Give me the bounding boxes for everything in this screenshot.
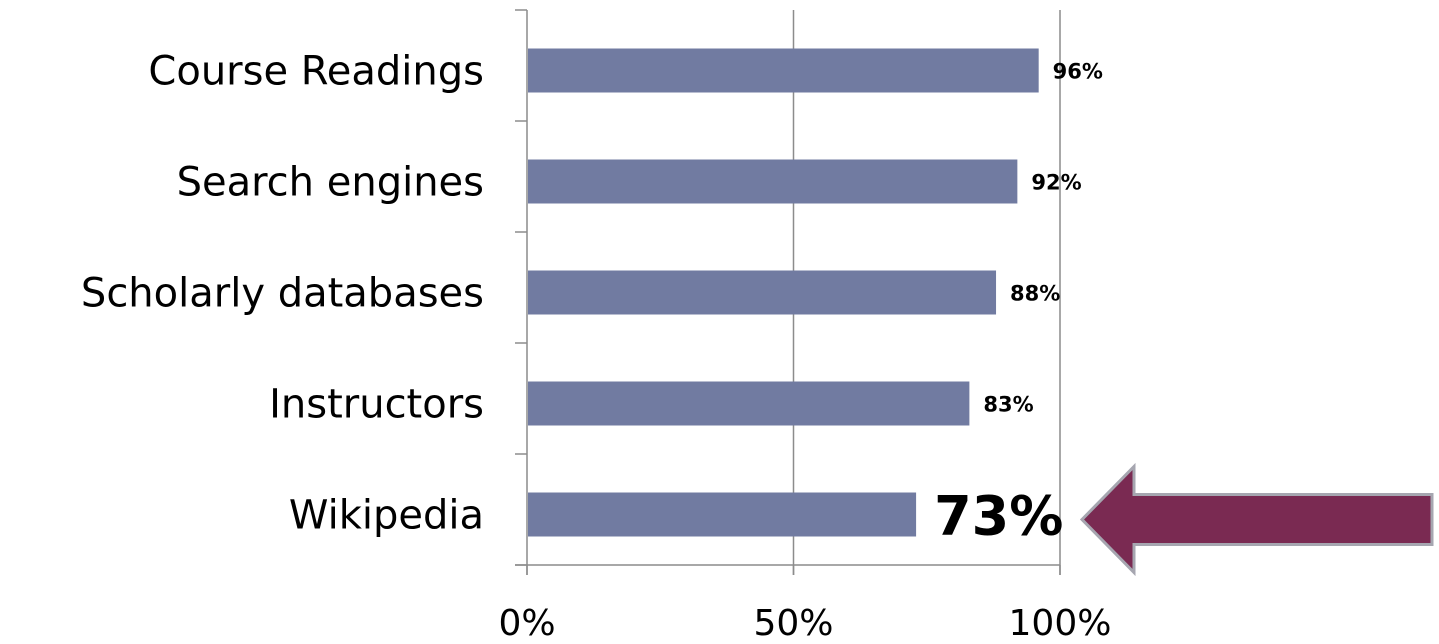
data-label-search-engines: 92% [1031, 171, 1081, 195]
x-tick-label-100: 100% [1009, 603, 1112, 644]
x-tick-label-50: 50% [753, 603, 833, 644]
bar-wikipedia [528, 492, 917, 537]
bar-search-engines [528, 159, 1018, 204]
category-label-scholarly-databases: Scholarly databases [81, 271, 484, 317]
bar-instructors [528, 381, 970, 426]
bar-scholarly-databases [528, 270, 997, 315]
x-tick-label-0: 0% [498, 603, 555, 644]
data-label-wikipedia: 73% [934, 485, 1063, 548]
bar-course-readings [528, 48, 1039, 93]
left-arrow-icon [1079, 462, 1434, 577]
data-label-course-readings: 96% [1053, 60, 1103, 84]
data-label-scholarly-databases: 88% [1010, 282, 1060, 306]
annotation [1079, 462, 1434, 577]
bars [528, 48, 1039, 537]
data-label-instructors: 83% [983, 393, 1033, 417]
category-label-course-readings: Course Readings [148, 49, 484, 95]
axes [515, 9, 1061, 575]
category-label-instructors: Instructors [269, 382, 484, 428]
labels: 0% 50% 100% Course Readings 96% Search engine… [81, 49, 1112, 644]
category-label-search-engines: Search engines [177, 160, 484, 206]
category-label-wikipedia: Wikipedia [289, 493, 484, 539]
